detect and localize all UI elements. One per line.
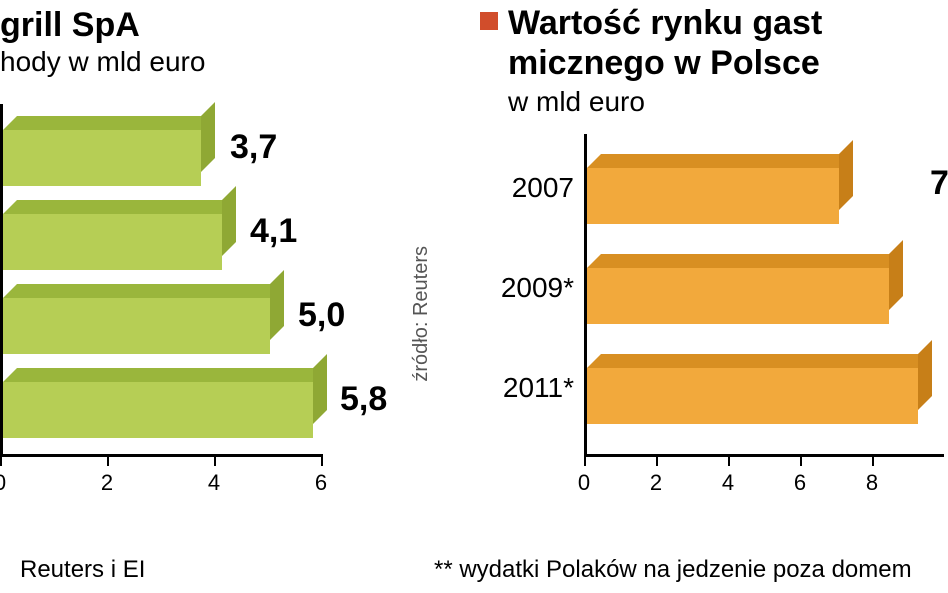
tick-label: 4 (722, 470, 734, 496)
right-value-1: 7 (930, 164, 948, 203)
root: grill SpA hody w mld euro 0 2 4 6 (0, 0, 948, 593)
right-category-1: 2007 (482, 172, 574, 204)
left-value-1: 3,7 (230, 128, 277, 167)
tick-mark (107, 454, 109, 466)
bar-front (3, 214, 222, 270)
right-panel: Wartość rynku gast micznego w Polsce w m… (474, 0, 948, 593)
right-plot: 0 2 4 6 8 7 (584, 140, 944, 500)
bar-top (3, 284, 284, 298)
bar-top (587, 154, 853, 168)
tick-mark (800, 454, 802, 466)
bar-top (3, 368, 327, 382)
square-bullet-icon (480, 12, 498, 30)
left-footer: Reuters i EI (20, 556, 145, 584)
tick-label: 2 (101, 470, 113, 496)
tick-mark (656, 454, 658, 466)
left-title-line2: hody w mld euro (0, 46, 205, 78)
bar-front (3, 298, 270, 354)
bar-front (587, 268, 889, 324)
right-title-line1: Wartość rynku gast (508, 4, 822, 43)
tick-label: 8 (866, 470, 878, 496)
tick-label: 0 (0, 470, 6, 496)
right-footer: ** wydatki Polaków na jedzenie poza dome… (434, 556, 912, 584)
tick-label: 2 (650, 470, 662, 496)
tick-mark (872, 454, 874, 466)
tick-label: 6 (315, 470, 327, 496)
bar-right (889, 240, 903, 310)
right-category-3: 2011* (482, 372, 574, 404)
left-value-3: 5,0 (298, 296, 345, 335)
left-value-2: 4,1 (250, 212, 297, 251)
bar-top (3, 200, 236, 214)
tick-label: 4 (208, 470, 220, 496)
tick-mark (728, 454, 730, 466)
left-x-axis (0, 454, 321, 457)
right-title-line3: w mld euro (508, 86, 645, 118)
bar-top (587, 354, 932, 368)
bar-front (3, 382, 313, 438)
bar-right (270, 270, 284, 340)
tick-mark (584, 454, 586, 466)
tick-mark (214, 454, 216, 466)
bar-right (839, 140, 853, 210)
tick-mark (0, 454, 2, 466)
bar-front (3, 130, 201, 186)
tick-label: 0 (578, 470, 590, 496)
bar-top (3, 116, 215, 130)
tick-mark (321, 454, 323, 466)
bar-right (918, 340, 932, 410)
right-title-line2: micznego w Polsce (508, 44, 820, 83)
bar-top (587, 254, 903, 268)
bar-right (313, 354, 327, 424)
right-category-2: 2009* (482, 272, 574, 304)
left-plot: 0 2 4 6 3,7 4,1 (0, 110, 330, 480)
right-x-axis (584, 454, 944, 457)
left-panel: grill SpA hody w mld euro 0 2 4 6 (0, 0, 470, 593)
bar-front (587, 168, 839, 224)
left-title-line1: grill SpA (0, 6, 140, 45)
bar-right (201, 102, 215, 172)
bar-right (222, 186, 236, 256)
tick-label: 6 (794, 470, 806, 496)
bar-front (587, 368, 918, 424)
left-source-vertical: źródło: Reuters (410, 246, 433, 382)
left-value-4: 5,8 (340, 380, 387, 419)
